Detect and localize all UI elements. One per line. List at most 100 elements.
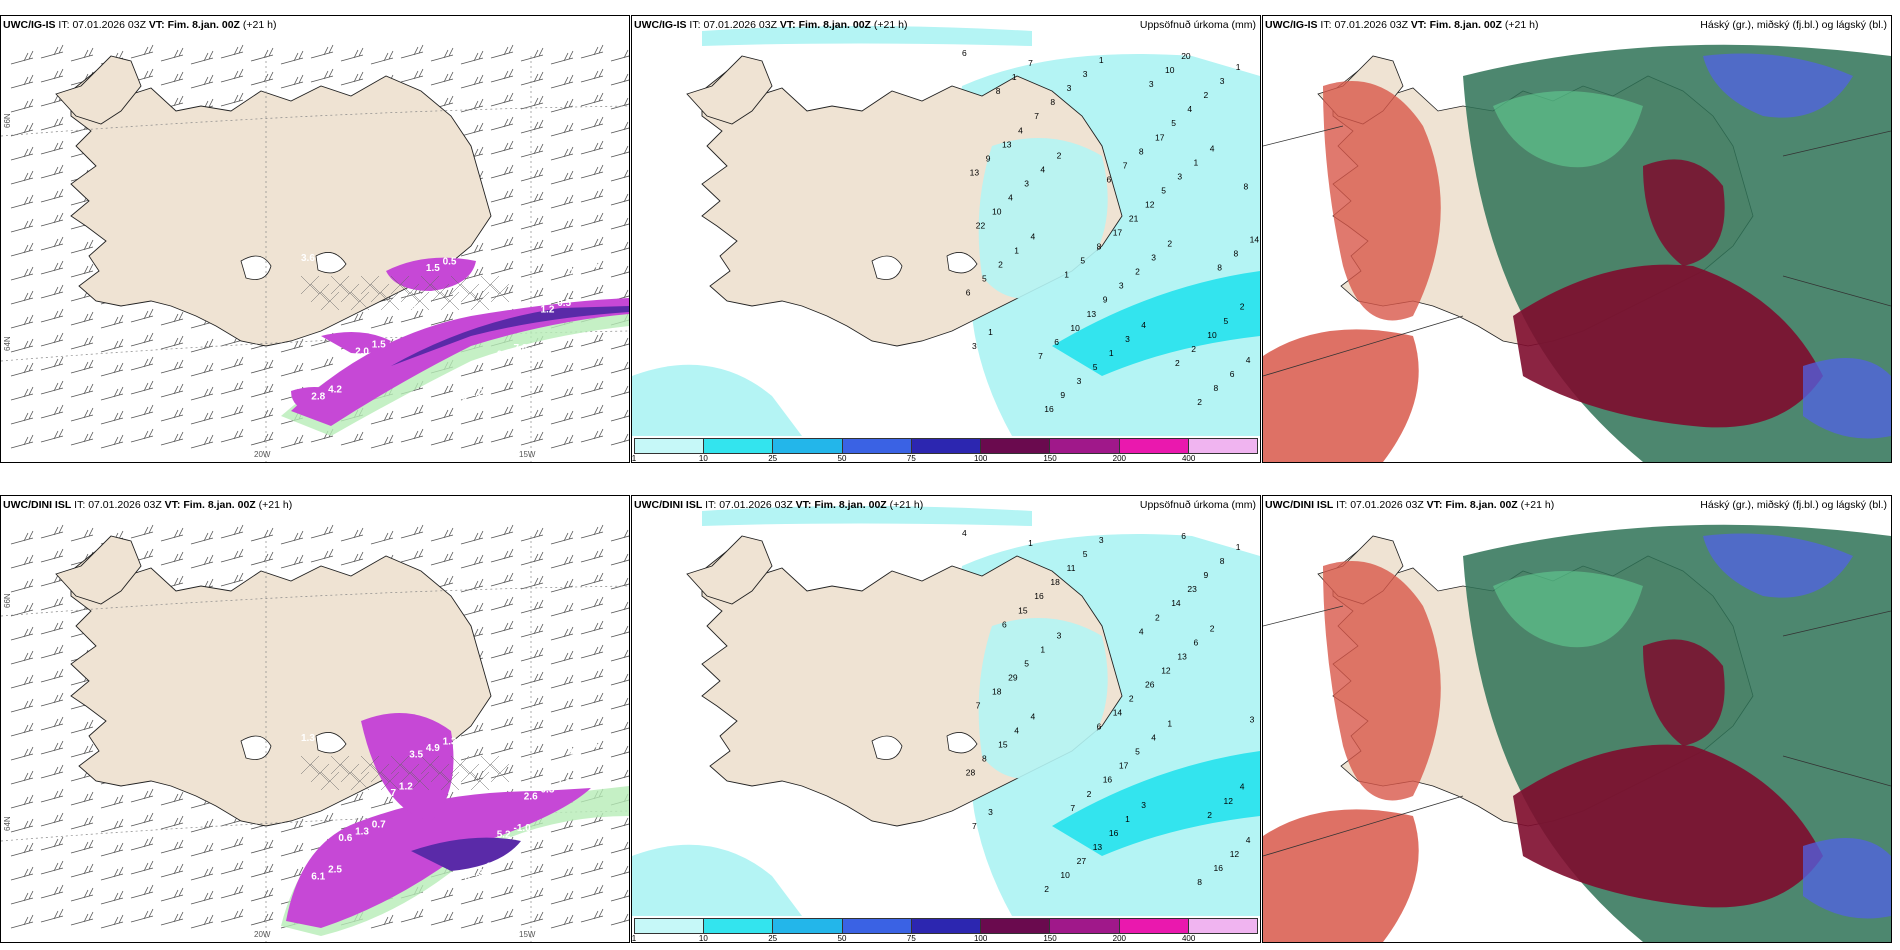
cloud-title: Háský (gr.), miðský (fj.bl.) og lágský (…: [1700, 19, 1887, 31]
wind-barb: [190, 554, 214, 569]
hatch: [430, 763, 450, 783]
value-label: 3: [1141, 800, 1146, 810]
value-label: 9: [1204, 570, 1209, 580]
magenta-patch: [321, 332, 391, 354]
cloud-map-panel-bottom[interactable]: UWC/DINI ISL IT: 07.01.2026 03Z VT: Fim.…: [1262, 495, 1892, 943]
colorbar-swatch: [1119, 439, 1189, 453]
wind-barb: [610, 169, 629, 182]
wind-barb: [550, 410, 574, 425]
wind-barb: [10, 578, 34, 593]
precip-values: 6444112213113334312334232555863443612789…: [962, 48, 1259, 414]
hatch: [300, 755, 320, 775]
wind-barb: [550, 698, 574, 713]
hatch: [360, 275, 380, 295]
precip-map-panel-top[interactable]: UWC/IG-IS IT: 07.01.2026 03Z VT: Fim. 8.…: [631, 15, 1261, 463]
wind-barb: [100, 338, 124, 353]
value-label: 17: [1119, 761, 1129, 771]
cloud-map: [1263, 496, 1891, 942]
wind-barb: [40, 356, 64, 371]
wind-barb: [610, 649, 629, 662]
glacier-langjokull: [240, 255, 272, 280]
value-label: 8: [1234, 249, 1239, 259]
wind-barb: [520, 575, 544, 590]
magenta-patch: [361, 713, 454, 821]
wind-barb: [490, 572, 514, 587]
value-label: 13: [1087, 309, 1097, 319]
wind-barb: [460, 434, 484, 449]
wind-barb: [490, 740, 514, 755]
wind-barb: [550, 74, 574, 89]
value-label: 0.5: [486, 381, 500, 392]
wind-barb: [190, 410, 214, 425]
magenta-band: [291, 298, 629, 426]
wind-barb: [100, 386, 124, 401]
wind-barb: [580, 524, 604, 539]
iceland-landmass: [70, 63, 492, 347]
wind-barb: [250, 47, 274, 62]
wind-barb: [520, 863, 544, 878]
hatched-area: [300, 275, 510, 311]
value-label: 7: [1123, 160, 1128, 170]
wind-barb: [580, 764, 604, 779]
wind-barb: [550, 170, 574, 185]
glacier-langjokull: [240, 735, 272, 760]
value-label: 5: [1024, 658, 1029, 668]
precip-map-panel-bottom[interactable]: UWC/DINI ISL IT: 07.01.2026 03Z VT: Fim.…: [631, 495, 1261, 943]
value-label: 18: [1050, 577, 1060, 587]
colorbar-swatch: [635, 439, 705, 453]
wind-barb: [130, 788, 154, 803]
westfjords: [686, 535, 773, 605]
value-label: 3.8: [584, 740, 598, 751]
boundary-line: [1263, 605, 1344, 627]
wind-barb: [10, 650, 34, 665]
wind-barb: [490, 428, 514, 443]
wind-barb: [10, 410, 34, 425]
wind-barb: [250, 527, 274, 542]
wind-barb: [190, 434, 214, 449]
wind-barb: [10, 314, 34, 329]
value-label: 9: [986, 153, 991, 163]
wind-barb: [580, 740, 604, 755]
cloud-map-panel-top[interactable]: UWC/IG-IS IT: 07.01.2026 03Z VT: Fim. 8.…: [1262, 15, 1892, 463]
low-cloud: [1803, 358, 1891, 439]
value-label: 4: [1187, 104, 1192, 114]
wind-barb: [220, 68, 244, 83]
wind-barb: [70, 47, 94, 62]
wind-barb: [250, 887, 274, 902]
value-label: 3: [972, 341, 977, 351]
colorbar-swatch: [981, 919, 1051, 933]
value-label: 2: [1175, 358, 1180, 368]
wind-barb: [580, 44, 604, 59]
wind-barb: [430, 551, 454, 566]
wind-barb: [430, 383, 454, 398]
wind-map-panel-top[interactable]: UWC/IG-IS IT: 07.01.2026 03Z VT: Fim. 8.…: [0, 15, 630, 463]
hatch: [390, 755, 410, 775]
value-label: 5: [982, 274, 987, 284]
precip-contours: [281, 713, 629, 936]
westfjords: [686, 55, 773, 125]
wind-barb: [100, 314, 124, 329]
wind-map-panel-bottom[interactable]: UWC/DINI ISL IT: 07.01.2026 03Z VT: Fim.…: [0, 495, 630, 943]
value-label: 12: [1224, 796, 1234, 806]
wind-barb: [580, 188, 604, 203]
value-label: 4: [1246, 355, 1251, 365]
wind-barb: [40, 308, 64, 323]
wind-barb: [100, 866, 124, 881]
wind-barb: [40, 332, 64, 347]
high-cloud: [1323, 81, 1441, 321]
wind-barb: [460, 890, 484, 905]
wind-barb: [160, 791, 184, 806]
lon-label-20w: 20W: [254, 450, 271, 459]
wind-barb: [40, 836, 64, 851]
value-label: 9: [1103, 295, 1108, 305]
value-label: 5: [1135, 747, 1140, 757]
colorbar-swatch: [773, 919, 843, 933]
wind-barb: [160, 839, 184, 854]
wind-barb: [400, 548, 424, 563]
value-label: 6.1: [311, 871, 325, 882]
wind-barb: [580, 332, 604, 347]
wind-barb: [70, 527, 94, 542]
wind-barb: [40, 116, 64, 131]
value-label: 3.6: [301, 253, 315, 264]
colorbar-tick-label: 25: [768, 934, 778, 943]
